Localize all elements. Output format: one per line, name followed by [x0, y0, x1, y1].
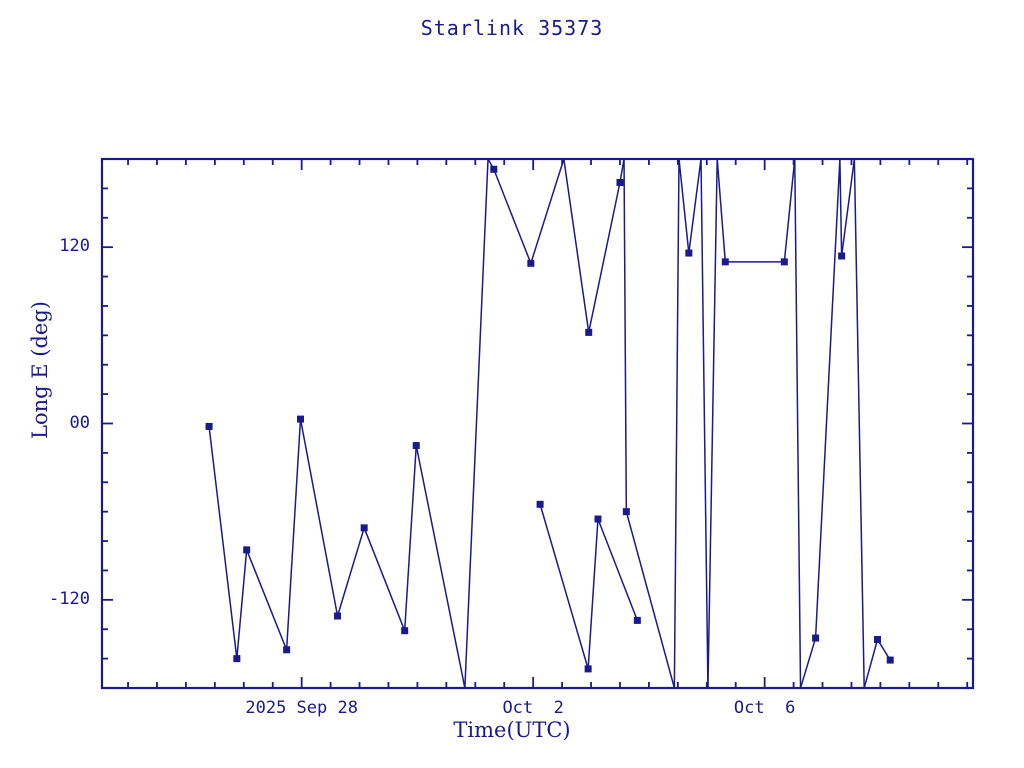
data-point-marker	[243, 546, 251, 554]
data-point-marker	[412, 442, 420, 450]
plot-frame	[100, 157, 975, 690]
x-axis-title: Time(UTC)	[453, 718, 571, 742]
data-line-segment	[625, 511, 675, 687]
y-tick-label-minus120: -120	[49, 588, 90, 609]
data-point-marker	[334, 612, 342, 620]
data-line-segment	[863, 639, 879, 687]
data-point-marker	[780, 258, 788, 266]
data-point-marker	[616, 179, 624, 187]
data-line-segment	[363, 527, 406, 631]
data-line-segment	[597, 518, 639, 621]
data-point-marker	[886, 656, 894, 664]
data-line-segment	[464, 160, 489, 687]
data-series-longitude	[205, 160, 894, 687]
x-tick-label-oct6: Oct 6	[733, 698, 796, 718]
data-line-segment	[814, 160, 841, 639]
data-line-segment	[336, 527, 365, 617]
data-line-segment	[299, 418, 339, 617]
x-tick-label-sep28: 2025 Sep 28	[245, 698, 358, 718]
data-line-segment	[707, 160, 718, 687]
data-point-marker	[401, 627, 409, 635]
chart-title: Starlink 35373	[420, 16, 604, 40]
data-line-segment	[700, 160, 709, 687]
data-point-marker	[527, 259, 535, 267]
data-line-segment	[245, 549, 288, 651]
data-line-segment	[587, 182, 621, 333]
data-point-marker	[297, 415, 305, 423]
data-point-marker	[360, 524, 368, 532]
data-point-marker	[874, 636, 882, 644]
data-point-marker	[205, 422, 213, 430]
data-line-segment	[493, 169, 532, 264]
data-line-segment	[800, 637, 817, 687]
data-point-marker	[283, 646, 291, 654]
data-point-marker	[633, 616, 641, 624]
data-line-segment	[623, 160, 628, 512]
data-line-segment	[208, 426, 238, 659]
y-tick-label-0: 00	[69, 412, 90, 433]
data-line-segment	[563, 160, 590, 333]
data-point-marker	[585, 328, 593, 336]
data-line-segment	[688, 160, 702, 254]
data-line-segment	[783, 160, 796, 262]
y-tick-label-120: 120	[59, 236, 90, 257]
data-line-segment	[678, 160, 690, 254]
data-line-segment	[403, 445, 418, 631]
data-point-marker	[536, 500, 544, 508]
data-line-segment	[530, 160, 565, 264]
data-point-marker	[594, 515, 602, 523]
data-line-segment	[840, 160, 855, 257]
data-line-segment	[285, 419, 302, 650]
data-point-marker	[838, 252, 846, 260]
data-point-marker	[812, 634, 820, 642]
data-line-segment	[716, 160, 727, 262]
data-point-marker	[584, 665, 592, 673]
x-tick-label-oct2: Oct 2	[502, 698, 564, 718]
data-point-marker	[490, 165, 498, 173]
data-line-segment	[853, 160, 865, 687]
data-line-segment	[539, 504, 589, 670]
data-line-segment	[415, 445, 466, 687]
data-line-segment	[587, 518, 599, 669]
data-line-segment	[236, 549, 248, 659]
data-line-segment	[673, 160, 680, 687]
data-point-marker	[622, 508, 630, 516]
data-line-segment	[794, 160, 802, 687]
data-point-marker	[685, 249, 693, 257]
data-point-marker	[721, 258, 729, 266]
data-point-marker	[233, 655, 241, 663]
data-line-segment	[839, 160, 843, 256]
